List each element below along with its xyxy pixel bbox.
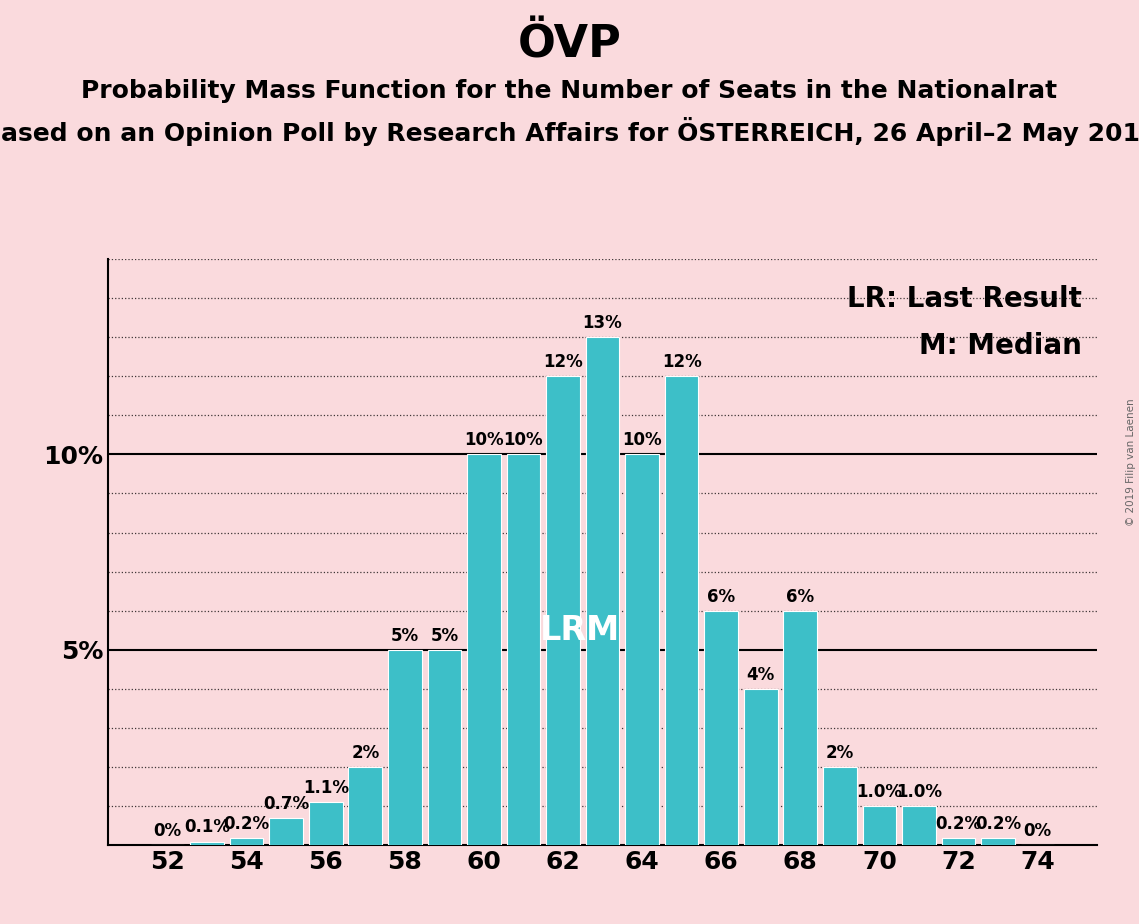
Text: 1.0%: 1.0% xyxy=(857,784,902,801)
Text: 13%: 13% xyxy=(583,314,622,332)
Text: 0.1%: 0.1% xyxy=(185,819,230,836)
Text: 2%: 2% xyxy=(351,744,379,762)
Text: M: M xyxy=(585,614,620,647)
Bar xyxy=(309,802,343,845)
Text: Probability Mass Function for the Number of Seats in the Nationalrat: Probability Mass Function for the Number… xyxy=(81,79,1058,103)
Bar xyxy=(269,818,303,845)
Text: 10%: 10% xyxy=(464,432,503,449)
Text: 0%: 0% xyxy=(154,822,181,840)
Bar xyxy=(942,838,975,845)
Text: LR: LR xyxy=(540,614,587,647)
Text: 6%: 6% xyxy=(707,588,736,605)
Bar xyxy=(388,650,421,845)
Text: ÖVP: ÖVP xyxy=(517,23,622,67)
Bar xyxy=(784,611,817,845)
Text: 5%: 5% xyxy=(431,626,458,645)
Bar xyxy=(665,376,698,845)
Bar xyxy=(704,611,738,845)
Bar xyxy=(862,807,896,845)
Text: Based on an Opinion Poll by Research Affairs for ÖSTERREICH, 26 April–2 May 2018: Based on an Opinion Poll by Research Aff… xyxy=(0,117,1139,146)
Text: 4%: 4% xyxy=(746,666,775,684)
Text: 10%: 10% xyxy=(503,432,543,449)
Text: 12%: 12% xyxy=(543,353,583,371)
Text: 5%: 5% xyxy=(391,626,419,645)
Bar xyxy=(230,838,263,845)
Text: © 2019 Filip van Laenen: © 2019 Filip van Laenen xyxy=(1125,398,1136,526)
Bar xyxy=(190,842,224,845)
Text: 0%: 0% xyxy=(1024,822,1051,840)
Bar xyxy=(547,376,580,845)
Text: 0.2%: 0.2% xyxy=(223,815,270,833)
Text: 0.7%: 0.7% xyxy=(263,795,309,813)
Bar xyxy=(981,838,1015,845)
Bar xyxy=(823,767,857,845)
Text: M: Median: M: Median xyxy=(919,332,1082,360)
Bar xyxy=(902,807,936,845)
Bar xyxy=(427,650,461,845)
Text: 0.2%: 0.2% xyxy=(935,815,982,833)
Bar xyxy=(585,337,620,845)
Text: 1.0%: 1.0% xyxy=(896,784,942,801)
Bar xyxy=(625,455,658,845)
Bar xyxy=(507,455,540,845)
Text: 12%: 12% xyxy=(662,353,702,371)
Text: 2%: 2% xyxy=(826,744,854,762)
Bar xyxy=(467,455,501,845)
Text: LR: Last Result: LR: Last Result xyxy=(847,286,1082,313)
Bar xyxy=(744,689,778,845)
Text: 10%: 10% xyxy=(622,432,662,449)
Text: 0.2%: 0.2% xyxy=(975,815,1021,833)
Text: 6%: 6% xyxy=(786,588,814,605)
Bar xyxy=(349,767,382,845)
Text: 1.1%: 1.1% xyxy=(303,779,349,797)
